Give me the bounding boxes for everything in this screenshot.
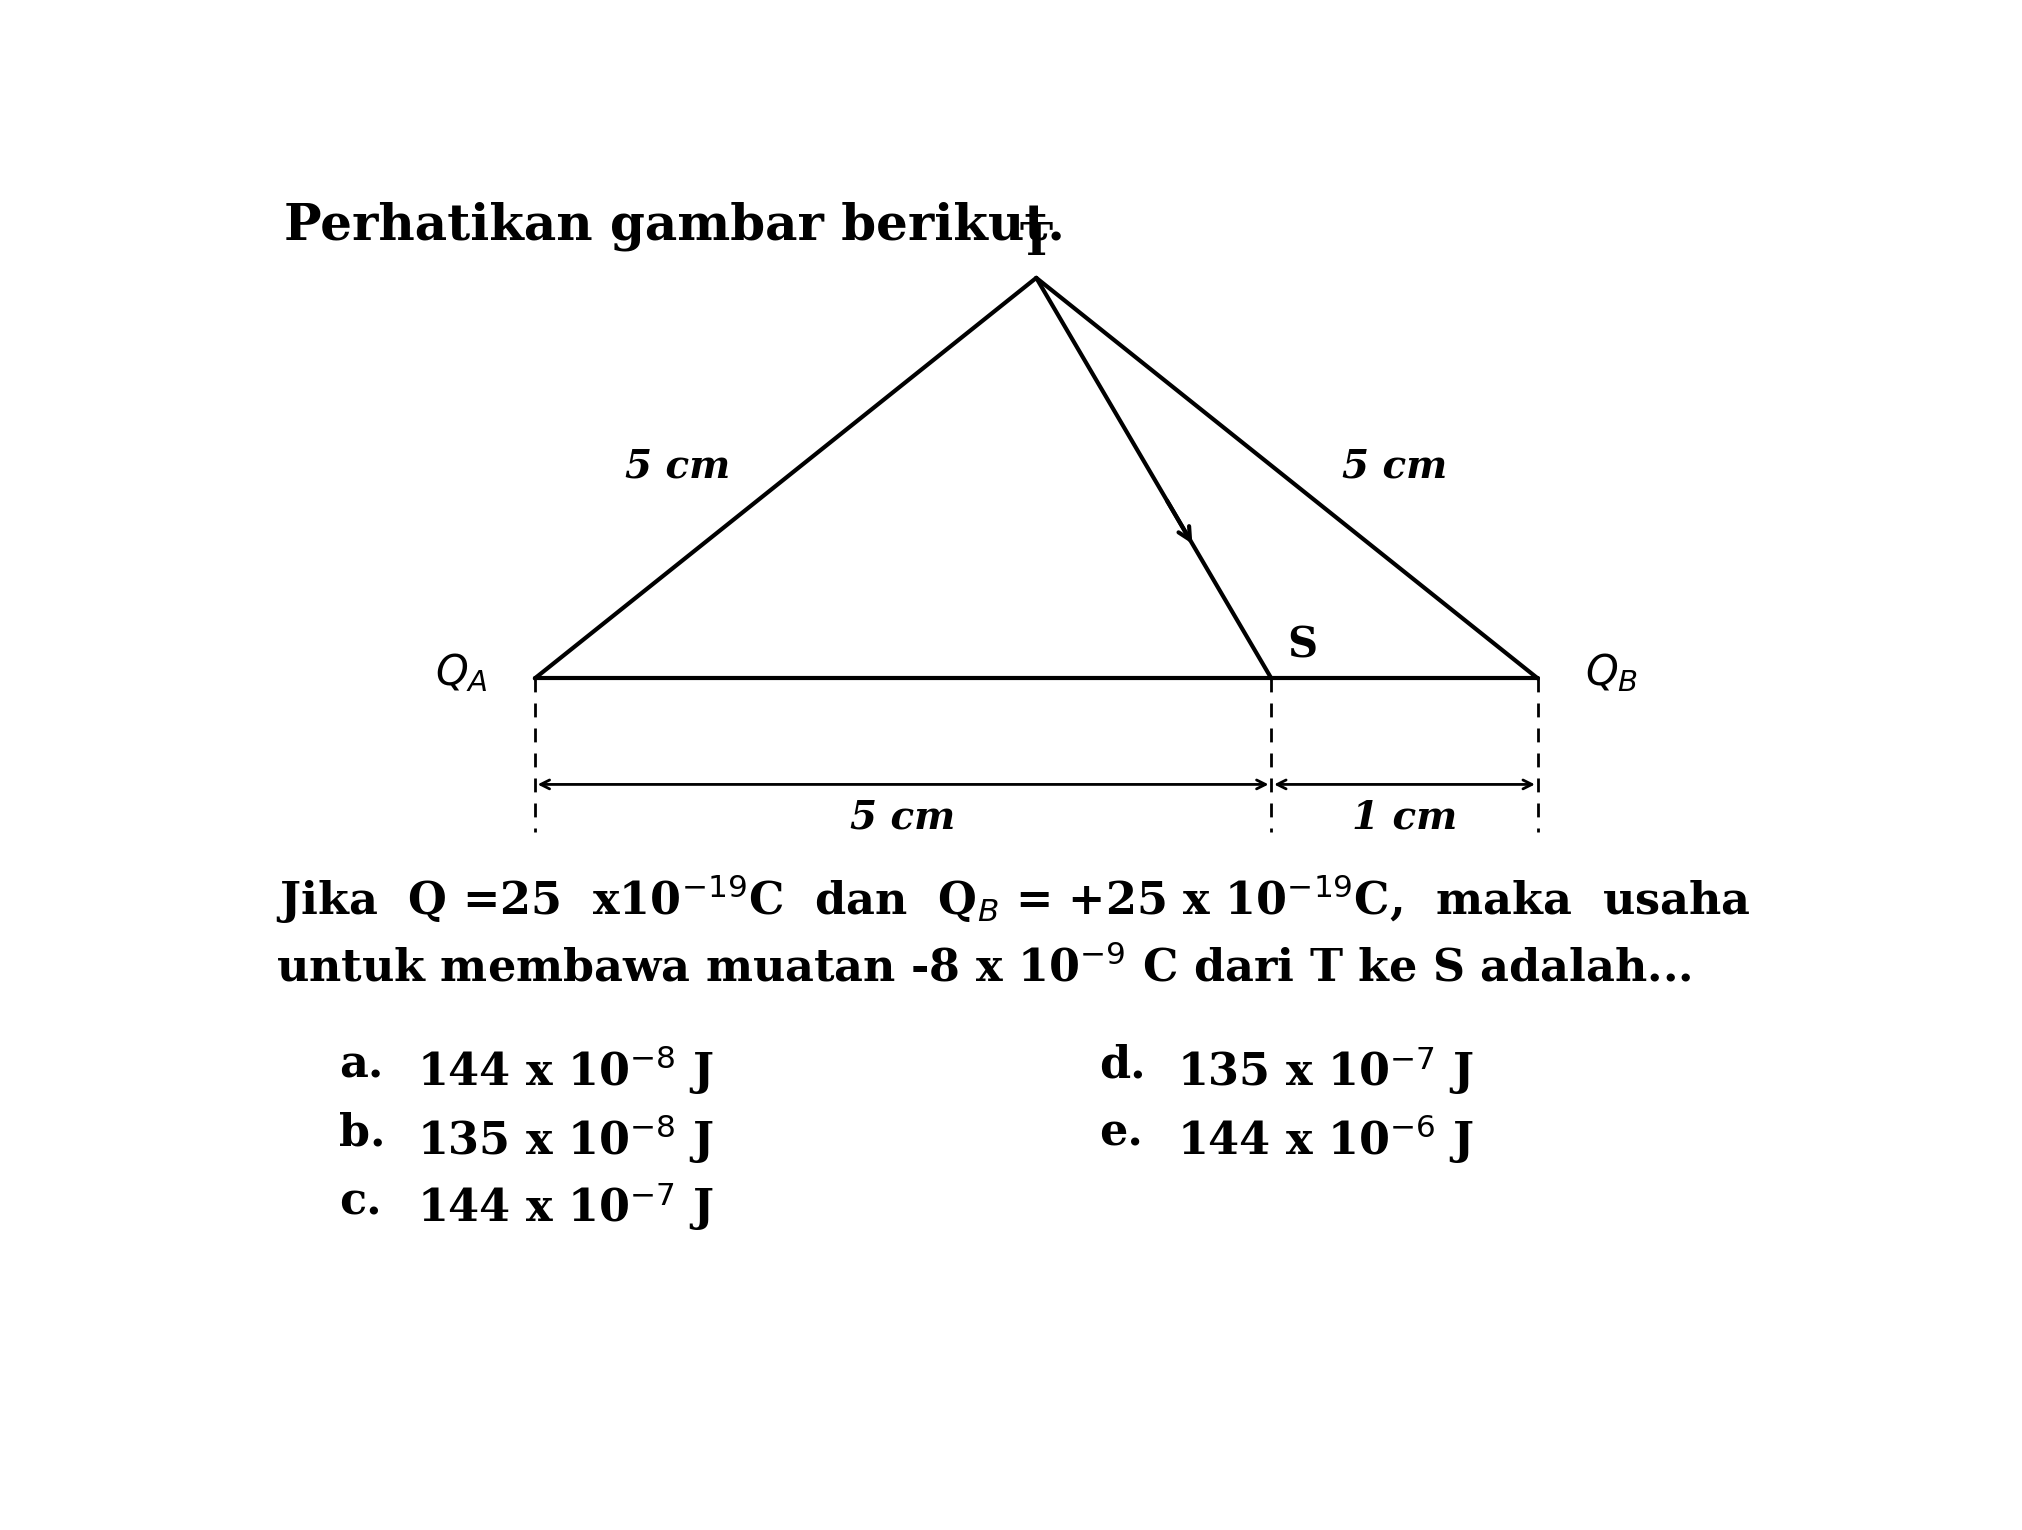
Text: 1 cm: 1 cm <box>1353 799 1458 837</box>
Text: 144 x 10$^{-7}$ J: 144 x 10$^{-7}$ J <box>417 1180 714 1233</box>
Text: 5 cm: 5 cm <box>851 799 956 837</box>
Text: c.: c. <box>340 1180 382 1224</box>
Text: 135 x 10$^{-8}$ J: 135 x 10$^{-8}$ J <box>417 1112 714 1166</box>
Text: S: S <box>1286 624 1316 667</box>
Text: $Q_{A}$: $Q_{A}$ <box>435 652 487 695</box>
Text: b.: b. <box>340 1112 386 1155</box>
Text: a.: a. <box>340 1043 384 1086</box>
Text: 5 cm: 5 cm <box>1343 447 1448 485</box>
Text: Perhatikan gambar berikut.: Perhatikan gambar berikut. <box>283 202 1066 251</box>
Text: $Q_{B}$: $Q_{B}$ <box>1585 652 1638 695</box>
Text: 135 x 10$^{-7}$ J: 135 x 10$^{-7}$ J <box>1177 1043 1474 1097</box>
Text: 144 x 10$^{-6}$ J: 144 x 10$^{-6}$ J <box>1177 1112 1474 1166</box>
Text: e.: e. <box>1100 1112 1142 1155</box>
Text: Jika  Q =25  x10$^{-19}$C  dan  Q$_{B}$ = +25 x 10$^{-19}$C,  maka  usaha: Jika Q =25 x10$^{-19}$C dan Q$_{B}$ = +2… <box>277 872 1751 926</box>
Text: T: T <box>1019 220 1053 263</box>
Text: d.: d. <box>1100 1043 1146 1086</box>
Text: 5 cm: 5 cm <box>625 447 730 485</box>
Text: 144 x 10$^{-8}$ J: 144 x 10$^{-8}$ J <box>417 1043 714 1097</box>
Text: untuk membawa muatan -8 x 10$^{-9}$ C dari T ke S adalah...: untuk membawa muatan -8 x 10$^{-9}$ C da… <box>277 946 1692 990</box>
